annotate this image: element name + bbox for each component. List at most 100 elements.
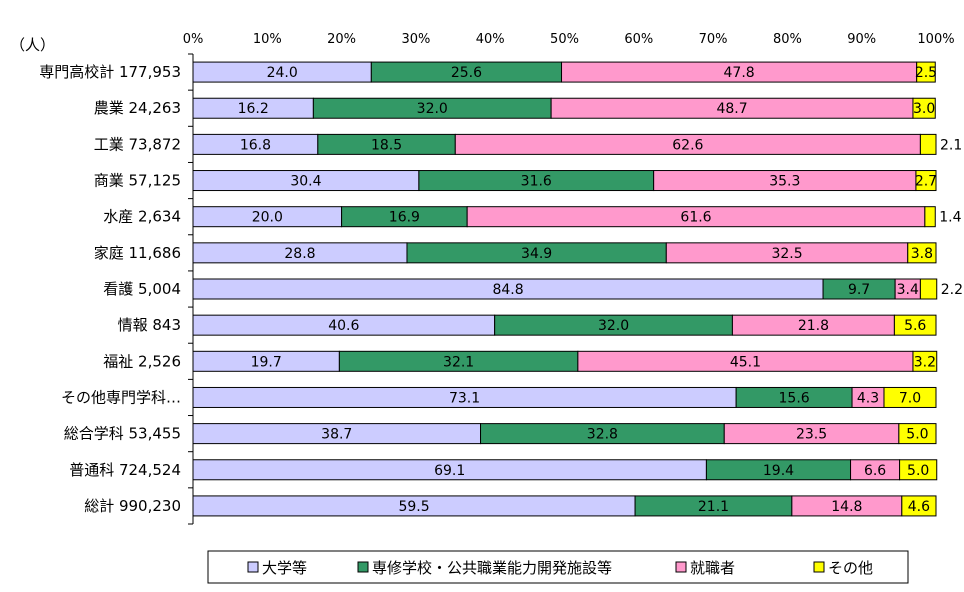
data-label: 6.6: [864, 463, 886, 479]
bar-segment: [899, 459, 938, 481]
legend-swatch: [813, 561, 825, 573]
category-label: 情報 843: [118, 316, 181, 334]
x-tick-label: 20%: [327, 32, 356, 47]
category-label: 福祉 2,526: [103, 352, 181, 370]
data-label: 19.4: [763, 463, 794, 479]
category-label: 商業 57,125: [94, 172, 181, 190]
category-label: その他専門学科…: [61, 388, 181, 406]
legend-label: 就職者: [690, 559, 735, 577]
bar-segment: [915, 170, 937, 192]
bar-segment: [912, 97, 936, 119]
data-label: 3.2: [914, 354, 936, 370]
bar-segment: [916, 61, 936, 83]
bar-segment: [898, 423, 937, 445]
category-label: 家庭 11,686: [94, 244, 181, 262]
data-label: 34.9: [521, 246, 552, 262]
data-label: 73.1: [449, 390, 480, 406]
data-label: 61.6: [680, 210, 711, 226]
data-label: 3.4: [897, 282, 919, 298]
data-label: 32.1: [443, 354, 474, 370]
bar-segment: [919, 278, 938, 300]
data-label: 21.1: [698, 499, 729, 515]
data-label: 48.7: [716, 101, 747, 117]
data-label: 5.6: [904, 318, 926, 334]
data-label: 28.8: [284, 246, 315, 262]
bar-segment: [924, 206, 936, 228]
x-tick-label: 70%: [699, 32, 728, 47]
category-label: 普通科 724,524: [69, 461, 181, 479]
data-label: 5.0: [907, 463, 929, 479]
category-label: 農業 24,263: [94, 99, 181, 117]
x-tick-label: 60%: [624, 32, 653, 47]
category-label: 専門高校計 177,953: [39, 63, 181, 81]
category-label: 総計 990,230: [84, 497, 181, 515]
x-tick-label: 90%: [847, 32, 876, 47]
data-label: 2.2: [941, 282, 963, 298]
data-label: 7.0: [899, 390, 921, 406]
unit-label: （人）: [10, 36, 55, 54]
data-label: 32.8: [587, 427, 618, 443]
data-label: 40.6: [328, 318, 359, 334]
x-tick-label: 0%: [183, 32, 204, 47]
data-label: 31.6: [521, 174, 552, 190]
data-label: 25.6: [451, 65, 482, 81]
data-label: 45.1: [730, 354, 761, 370]
legend-label: その他: [828, 559, 873, 577]
data-label: 32.0: [417, 101, 448, 117]
legend-swatch: [675, 561, 687, 573]
data-label: 2.5: [915, 65, 937, 81]
bar-segment: [901, 495, 937, 517]
category-label: 看護 5,004: [103, 280, 181, 298]
data-label: 3.0: [913, 101, 935, 117]
data-label: 30.4: [290, 174, 321, 190]
data-label: 24.0: [267, 65, 298, 81]
data-label: 5.0: [906, 427, 928, 443]
data-label: 4.3: [857, 390, 879, 406]
data-label: 20.0: [252, 210, 283, 226]
bar-segment: [912, 350, 938, 372]
data-label: 4.6: [908, 499, 930, 515]
data-label: 38.7: [321, 427, 352, 443]
data-label: 18.5: [371, 137, 402, 153]
legend-label: 専修学校・公共職業能力開発施設等: [372, 559, 612, 577]
data-label: 32.0: [598, 318, 629, 334]
data-label: 9.7: [848, 282, 870, 298]
x-tick-label: 40%: [476, 32, 505, 47]
legend-swatch: [357, 561, 369, 573]
x-tick-label: 50%: [550, 32, 579, 47]
category-label: 水産 2,634: [103, 208, 181, 226]
x-tick-label: 100%: [917, 32, 954, 47]
data-label: 1.4: [939, 210, 961, 226]
x-tick-label: 80%: [773, 32, 802, 47]
data-label: 14.8: [831, 499, 862, 515]
legend-swatch: [247, 561, 259, 573]
legend-label: 大学等: [262, 559, 307, 577]
x-tick-label: 30%: [401, 32, 430, 47]
legend-box: [207, 550, 909, 584]
data-label: 69.1: [434, 463, 465, 479]
bar-segment: [893, 314, 937, 336]
data-label: 84.8: [492, 282, 523, 298]
bar-segment: [907, 242, 937, 264]
bar-segment: [883, 386, 937, 408]
x-tick-label: 10%: [253, 32, 282, 47]
data-label: 15.6: [779, 390, 810, 406]
data-label: 59.5: [398, 499, 429, 515]
data-label: 16.8: [240, 137, 271, 153]
data-label: 62.6: [672, 137, 703, 153]
data-label: 3.8: [911, 246, 933, 262]
data-label: 16.9: [389, 210, 420, 226]
bar-segment: [919, 133, 937, 155]
data-label: 32.5: [771, 246, 802, 262]
data-label: 19.7: [251, 354, 282, 370]
data-label: 23.5: [796, 427, 827, 443]
data-label: 16.2: [238, 101, 269, 117]
category-label: 工業 73,872: [94, 135, 181, 153]
data-label: 2.7: [915, 174, 937, 190]
data-label: 47.8: [724, 65, 755, 81]
data-label: 21.8: [798, 318, 829, 334]
category-label: 総合学科 53,455: [64, 425, 181, 443]
data-label: 35.3: [769, 174, 800, 190]
